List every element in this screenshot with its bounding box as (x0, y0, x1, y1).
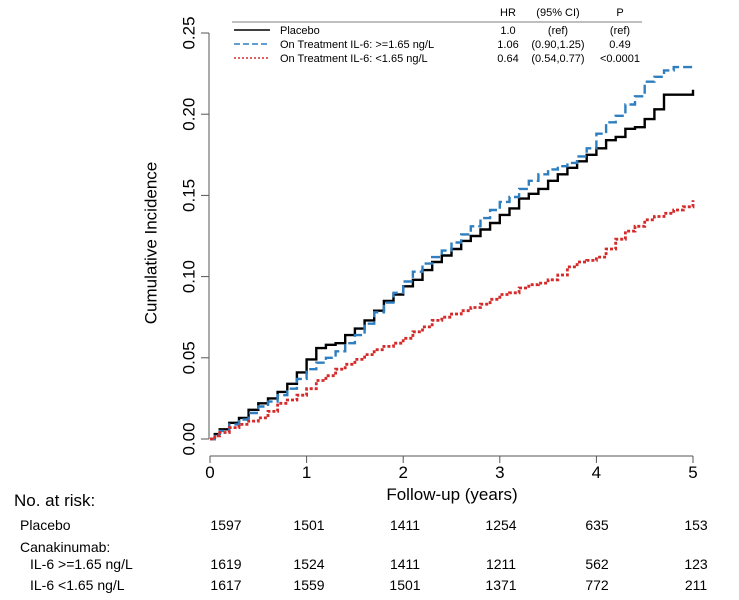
y-tick-label: 0.00 (179, 422, 198, 455)
risk-group-label: Canakinumab: (20, 539, 110, 555)
legend: HR (95% CI) P Placebo 1.0 (ref) (ref) On Treatm… (232, 7, 642, 65)
risk-cell: 1254 (485, 517, 516, 533)
risk-cell: 1411 (390, 517, 420, 533)
x-tick-label: 4 (592, 463, 601, 482)
y-tick-label: 0.20 (179, 98, 198, 131)
risk-cell: 1501 (293, 517, 324, 533)
legend-ci-1: (ref) (548, 25, 568, 37)
risk-cell: 1559 (293, 577, 324, 593)
x-tick-label: 2 (398, 463, 407, 482)
legend-ci-3: (0.54,0.77) (531, 53, 584, 65)
risk-cell: 1411 (390, 556, 420, 572)
legend-hr-1: 1.0 (500, 25, 515, 37)
risk-cell: 1619 (210, 556, 241, 572)
risk-cell: 635 (585, 517, 609, 533)
curve-1 (210, 89, 695, 441)
risk-cell: 562 (585, 556, 609, 572)
legend-p-3: <0.0001 (600, 53, 640, 65)
curve-2 (210, 65, 693, 441)
risk-cell: 123 (684, 556, 708, 572)
curve-3 (210, 200, 695, 441)
risk-row-label: Placebo (20, 517, 71, 533)
risk-table: No. at risk: Canakinumab: Placebo 1597 1501 1… (14, 491, 708, 593)
legend-label-3: On Treatment IL-6: <1.65 ng/L (280, 53, 428, 65)
risk-cell: 153 (684, 517, 708, 533)
x-tick-label: 5 (688, 463, 697, 482)
risk-row-label: IL-6 >=1.65 ng/L (30, 556, 133, 572)
risk-cell: 1617 (210, 577, 241, 593)
risk-cell: 1524 (293, 556, 324, 572)
risk-cell: 1597 (210, 517, 241, 533)
legend-hr-2: 1.06 (497, 39, 518, 51)
legend-p-2: 0.49 (609, 39, 630, 51)
risk-table-title: No. at risk: (14, 491, 95, 510)
y-tick-label: 0.05 (179, 341, 198, 374)
y-axis-title: Cumulative Incidence (141, 162, 160, 325)
y-tick-label: 0.10 (179, 260, 198, 293)
risk-cell: 211 (685, 577, 708, 593)
risk-cell: 1371 (485, 577, 516, 593)
survival-curves (210, 65, 695, 441)
y-tick-label: 0.15 (179, 179, 198, 212)
legend-header-p: P (616, 7, 623, 19)
risk-cell: 772 (585, 577, 609, 593)
x-tick-label: 3 (495, 463, 504, 482)
axes: 0.00 0.05 0.10 0.15 0.20 0.25 Cumulative Incid… (141, 16, 697, 504)
legend-header-ci: (95% CI) (536, 7, 579, 19)
y-tick-label: 0.25 (179, 16, 198, 49)
legend-label-1: Placebo (280, 25, 320, 37)
legend-ci-2: (0.90,1.25) (531, 39, 584, 51)
risk-row-label: IL-6 <1.65 ng/L (30, 577, 125, 593)
x-tick-label: 0 (205, 463, 214, 482)
risk-cell: 1211 (486, 556, 516, 572)
legend-header-hr: HR (500, 7, 516, 19)
legend-label-2: On Treatment IL-6: >=1.65 ng/L (280, 39, 434, 51)
x-tick-label: 1 (302, 463, 311, 482)
risk-cell: 1501 (389, 577, 420, 593)
legend-p-1: (ref) (610, 25, 630, 37)
legend-hr-3: 0.64 (497, 53, 518, 65)
x-axis-title: Follow-up (years) (386, 485, 517, 504)
